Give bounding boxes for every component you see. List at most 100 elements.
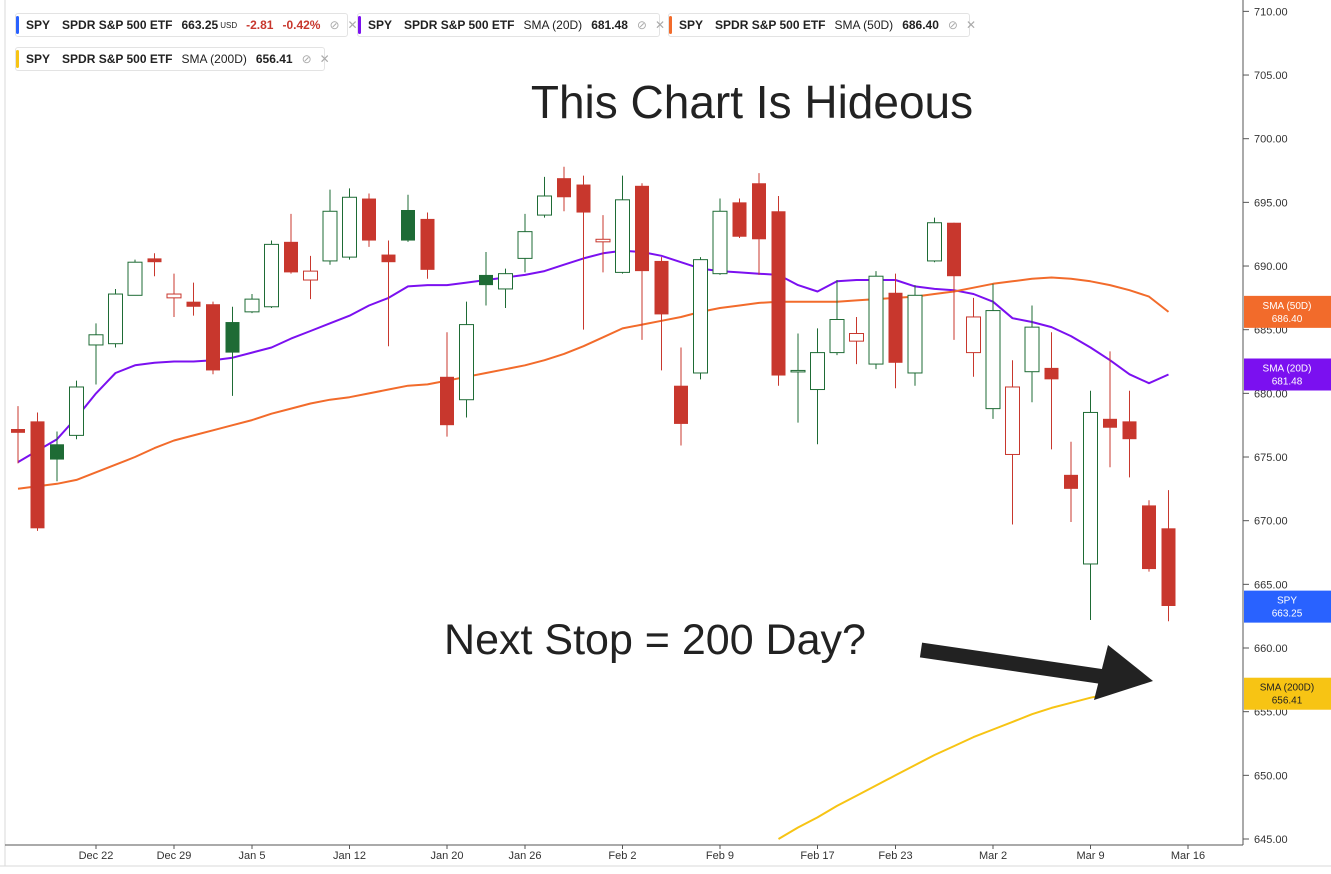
legend-sma20-symbol: SPY (368, 18, 393, 32)
candle (459, 301, 474, 418)
sma200-tag: SMA (200D) 656.41 (1244, 677, 1331, 710)
y-tick-label: 710.00 (1254, 6, 1288, 18)
price-tag-value: 663.25 (1272, 609, 1303, 620)
eye-icon[interactable]: ⊘ (947, 18, 958, 32)
time-axis: Dec 22 Dec 29 Jan 5 Jan 12 Jan 20 Jan 26 Feb 2… (79, 845, 1205, 862)
price-tag-value: 681.48 (1272, 377, 1303, 388)
candle (50, 431, 64, 482)
y-tick-label: 660.00 (1254, 643, 1288, 655)
candle (1024, 305, 1040, 403)
eye-icon[interactable]: ⊘ (301, 52, 312, 66)
candle (1005, 360, 1020, 525)
close-icon[interactable]: ✕ (654, 18, 666, 32)
eye-icon[interactable]: ⊘ (636, 18, 647, 32)
candle (1122, 390, 1137, 478)
candle (674, 347, 688, 446)
candle (362, 193, 376, 247)
candle (244, 294, 260, 314)
x-tick-label: Feb 17 (800, 850, 834, 862)
legend-sma50-name: SPDR S&P 500 ETF (715, 18, 826, 32)
candle (264, 240, 279, 309)
legend-sma200[interactable]: SPY SPDR S&P 500 ETF SMA (200D) 656.41 ⊘… (15, 47, 330, 71)
close-icon[interactable]: ✕ (965, 18, 977, 32)
sma-50d-line (17, 276, 1170, 490)
candle (420, 212, 435, 279)
candle (732, 198, 747, 239)
legend-spy-value: 663.25 (181, 18, 219, 32)
candle (401, 194, 415, 242)
candle (225, 306, 240, 396)
legend-sma20-color (358, 16, 361, 34)
candle (498, 268, 513, 309)
candle (322, 189, 338, 265)
candle (108, 288, 123, 348)
legend-spy-change-pct: -0.42% (282, 18, 321, 32)
legend-sma50[interactable]: SPY SPDR S&P 500 ETF SMA (50D) 686.40 ⊘ … (668, 13, 976, 37)
legend-spy-change: -2.81 (246, 18, 274, 32)
close-icon[interactable]: ✕ (347, 18, 358, 32)
candle (888, 273, 903, 389)
candle (284, 213, 298, 274)
legend-sma200-color (16, 50, 19, 68)
sma50-tag: SMA (50D) 686.40 (1244, 295, 1331, 328)
legend-sma200-symbol: SPY (26, 52, 51, 66)
y-tick-label: 695.00 (1254, 197, 1288, 209)
x-tick-label: Jan 26 (508, 850, 541, 862)
legend-sma20[interactable]: SPY SPDR S&P 500 ETF SMA (20D) 681.48 ⊘ … (357, 13, 665, 37)
x-tick-label: Mar 9 (1076, 850, 1104, 862)
candle (342, 188, 357, 260)
candle (537, 176, 552, 218)
x-tick-label: Feb 9 (706, 850, 734, 862)
candle (615, 175, 630, 274)
price-tag-label: SMA (20D) (1263, 364, 1312, 375)
candle (440, 332, 454, 437)
candle (166, 273, 182, 317)
sma-200d-line (777, 692, 1111, 840)
candle (985, 283, 1001, 419)
candle (1103, 351, 1117, 468)
candle (1044, 332, 1059, 450)
legend-sma50-symbol: SPY (679, 18, 704, 32)
legend-sma20-name: SPDR S&P 500 ETF (404, 18, 515, 32)
price-tag-value: 686.40 (1272, 314, 1303, 325)
legend-sma200-name: SPDR S&P 500 ETF (62, 52, 173, 66)
close-icon[interactable]: ✕ (319, 52, 330, 66)
candle (517, 213, 533, 273)
legend-spy-color (16, 16, 19, 34)
y-tick-label: 690.00 (1254, 261, 1288, 273)
annotation-title: This Chart Is Hideous (531, 76, 973, 128)
candle (693, 257, 708, 380)
legend-sma50-study: SMA (50D) (834, 18, 894, 32)
candle (947, 222, 961, 340)
candle (829, 280, 845, 356)
candle (790, 333, 806, 423)
candle (654, 257, 669, 371)
candle (907, 285, 923, 386)
candle (127, 259, 143, 296)
y-tick-label: 680.00 (1254, 388, 1288, 400)
eye-icon[interactable]: ⊘ (329, 18, 340, 32)
candle (303, 255, 318, 300)
candle (147, 253, 162, 277)
legend-spy[interactable]: SPY SPDR S&P 500 ETF 663.25 USD -2.81 -0… (15, 13, 358, 37)
candle (752, 173, 766, 275)
legend-sma200-study: SMA (200D) (181, 52, 247, 66)
candle (557, 166, 571, 212)
candle (1161, 490, 1176, 622)
candles (11, 166, 1176, 622)
x-tick-label: Jan 20 (430, 850, 463, 862)
y-tick-label: 670.00 (1254, 516, 1288, 528)
annotation-subtitle: Next Stop = 200 Day? (444, 616, 866, 664)
legend-spy-symbol: SPY (26, 18, 51, 32)
x-tick-label: Mar 16 (1171, 850, 1205, 862)
y-tick-label: 705.00 (1254, 70, 1288, 82)
candle (1142, 500, 1156, 572)
candle (771, 195, 786, 386)
x-tick-label: Feb 23 (878, 850, 912, 862)
x-tick-label: Jan 12 (333, 850, 366, 862)
x-tick-label: Dec 29 (157, 850, 192, 862)
candle (595, 215, 611, 273)
